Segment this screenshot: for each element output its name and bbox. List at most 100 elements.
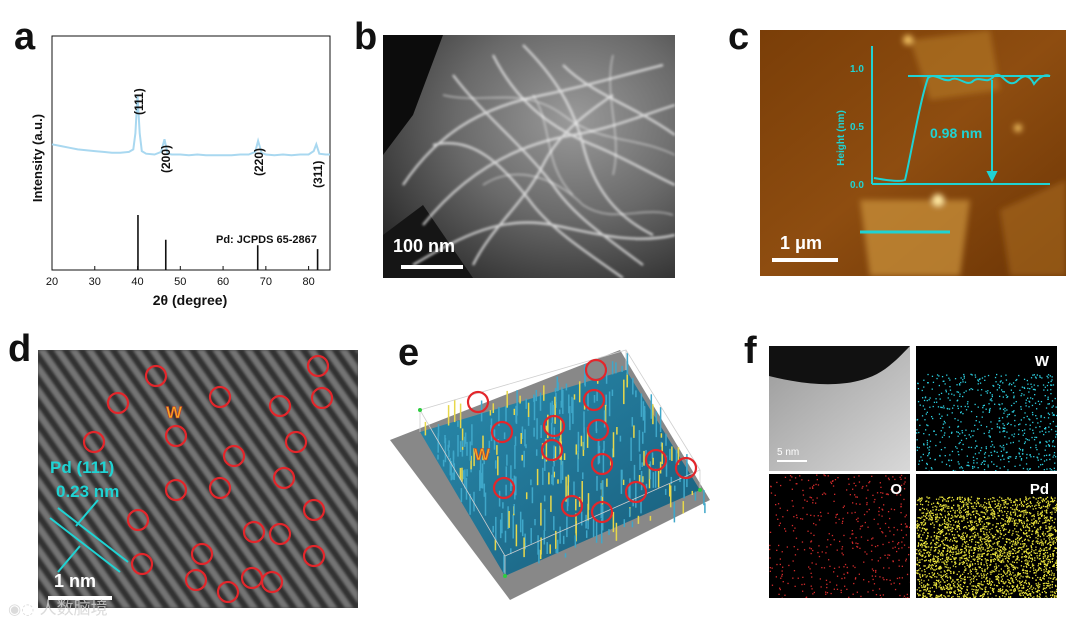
eds-signal-dot: [998, 550, 1000, 552]
eds-signal-dot: [1027, 552, 1029, 554]
eds-signal-dot: [968, 556, 970, 559]
eds-signal-dot: [991, 546, 993, 548]
eds-signal-dot: [987, 596, 989, 598]
eds-signal-dot: [1029, 552, 1031, 554]
eds-signal-dot: [996, 566, 998, 569]
eds-signal-dot: [916, 520, 918, 522]
eds-signal-dot: [769, 570, 771, 572]
eds-signal-dot: [933, 555, 935, 557]
eds-signal-dot: [983, 516, 985, 518]
eds-signal-dot: [1053, 564, 1055, 566]
eds-signal-dot: [871, 559, 873, 561]
eds-signal-dot: [1051, 499, 1054, 501]
eds-signal-dot: [1044, 521, 1047, 523]
eds-signal-dot: [954, 548, 956, 550]
eds-signal-dot: [1009, 542, 1011, 544]
eds-signal-dot: [1045, 501, 1048, 503]
eds-signal-dot: [934, 458, 936, 461]
eds-signal-dot: [980, 518, 983, 520]
eds-signal-dot: [950, 432, 953, 434]
eds-signal-dot: [962, 395, 964, 398]
eds-signal-dot: [1052, 557, 1054, 560]
eds-signal-dot: [941, 516, 944, 519]
eds-signal-dot: [940, 588, 942, 590]
eds-signal-dot: [899, 476, 901, 478]
eds-signal-dot: [1024, 533, 1026, 535]
eds-signal-dot: [967, 401, 969, 403]
eds-signal-dot: [799, 475, 801, 477]
eds-signal-dot: [1023, 394, 1025, 396]
eds-signal-dot: [948, 377, 950, 379]
eds-signal-dot: [828, 559, 830, 561]
eds-signal-dot: [1006, 554, 1009, 556]
eds-signal-dot: [951, 412, 953, 414]
eds-signal-dot: [1048, 501, 1050, 503]
eds-signal-dot: [1009, 529, 1011, 531]
eds-signal-dot: [1007, 414, 1009, 416]
eds-signal-dot: [1050, 384, 1053, 386]
eds-signal-dot: [1045, 427, 1047, 429]
eds-signal-dot: [992, 384, 994, 387]
w-atom-marker: [586, 418, 610, 442]
eds-signal-dot: [923, 443, 925, 445]
eds-signal-dot: [1007, 555, 1010, 557]
eds-signal-dot: [951, 534, 954, 536]
eds-signal-dot: [999, 532, 1001, 534]
eds-signal-dot: [974, 531, 976, 534]
eds-signal-dot: [928, 519, 930, 521]
eds-signal-dot: [955, 551, 957, 553]
eds-signal-dot: [1011, 561, 1014, 563]
eds-signal-dot: [996, 556, 998, 558]
eds-signal-dot: [833, 539, 835, 541]
eds-signal-dot: [1016, 537, 1018, 540]
eds-signal-dot: [1037, 522, 1039, 524]
eds-signal-dot: [933, 430, 935, 432]
eds-signal-dot: [1032, 374, 1034, 376]
eds-signal-dot: [959, 528, 961, 531]
eds-signal-dot: [1043, 469, 1045, 471]
eds-signal-dot: [949, 386, 951, 388]
eds-signal-dot: [897, 543, 899, 545]
eds-signal-dot: [919, 573, 921, 576]
eds-signal-dot: [1017, 555, 1019, 557]
xrd-x-tick-label: 40: [131, 276, 143, 288]
eds-signal-dot: [958, 442, 960, 445]
eds-signal-dot: [1013, 556, 1015, 558]
eds-signal-dot: [1003, 551, 1005, 553]
eds-signal-dot: [921, 521, 923, 524]
eds-signal-dot: [1035, 579, 1037, 581]
eds-signal-dot: [880, 597, 882, 598]
eds-signal-dot: [917, 382, 919, 384]
eds-signal-dot: [841, 522, 843, 524]
eds-signal-dot: [1018, 535, 1020, 537]
eds-signal-dot: [813, 515, 815, 517]
eds-signal-dot: [924, 408, 926, 410]
eds-signal-dot: [956, 552, 958, 555]
eds-signal-dot: [906, 573, 909, 576]
eds-signal-dot: [1030, 502, 1032, 505]
eds-signal-dot: [932, 405, 934, 408]
eds-signal-dot: [1009, 552, 1012, 554]
eds-signal-dot: [945, 517, 947, 519]
eds-signal-dot: [927, 510, 929, 512]
eds-signal-dot: [931, 564, 933, 566]
eds-signal-dot: [793, 516, 795, 518]
eds-signal-dot: [926, 542, 928, 545]
eds-signal-dot: [959, 393, 961, 395]
eds-signal-dot: [1049, 535, 1051, 537]
eds-signal-dot: [1054, 537, 1057, 539]
eds-signal-dot: [935, 544, 937, 546]
eds-signal-dot: [897, 490, 899, 492]
eds-signal-dot: [1004, 427, 1006, 429]
eds-signal-dot: [1050, 527, 1052, 529]
eds-signal-dot: [1000, 549, 1002, 552]
eds-signal-dot: [916, 526, 918, 528]
eds-signal-dot: [980, 530, 983, 532]
eds-signal-dot: [1030, 546, 1032, 548]
eds-signal-dot: [1037, 569, 1039, 571]
eds-signal-dot: [1007, 520, 1009, 522]
eds-signal-dot: [974, 534, 977, 536]
eds-signal-dot: [962, 443, 964, 446]
eds-signal-dot: [1046, 505, 1048, 507]
eds-signal-dot: [983, 574, 985, 576]
